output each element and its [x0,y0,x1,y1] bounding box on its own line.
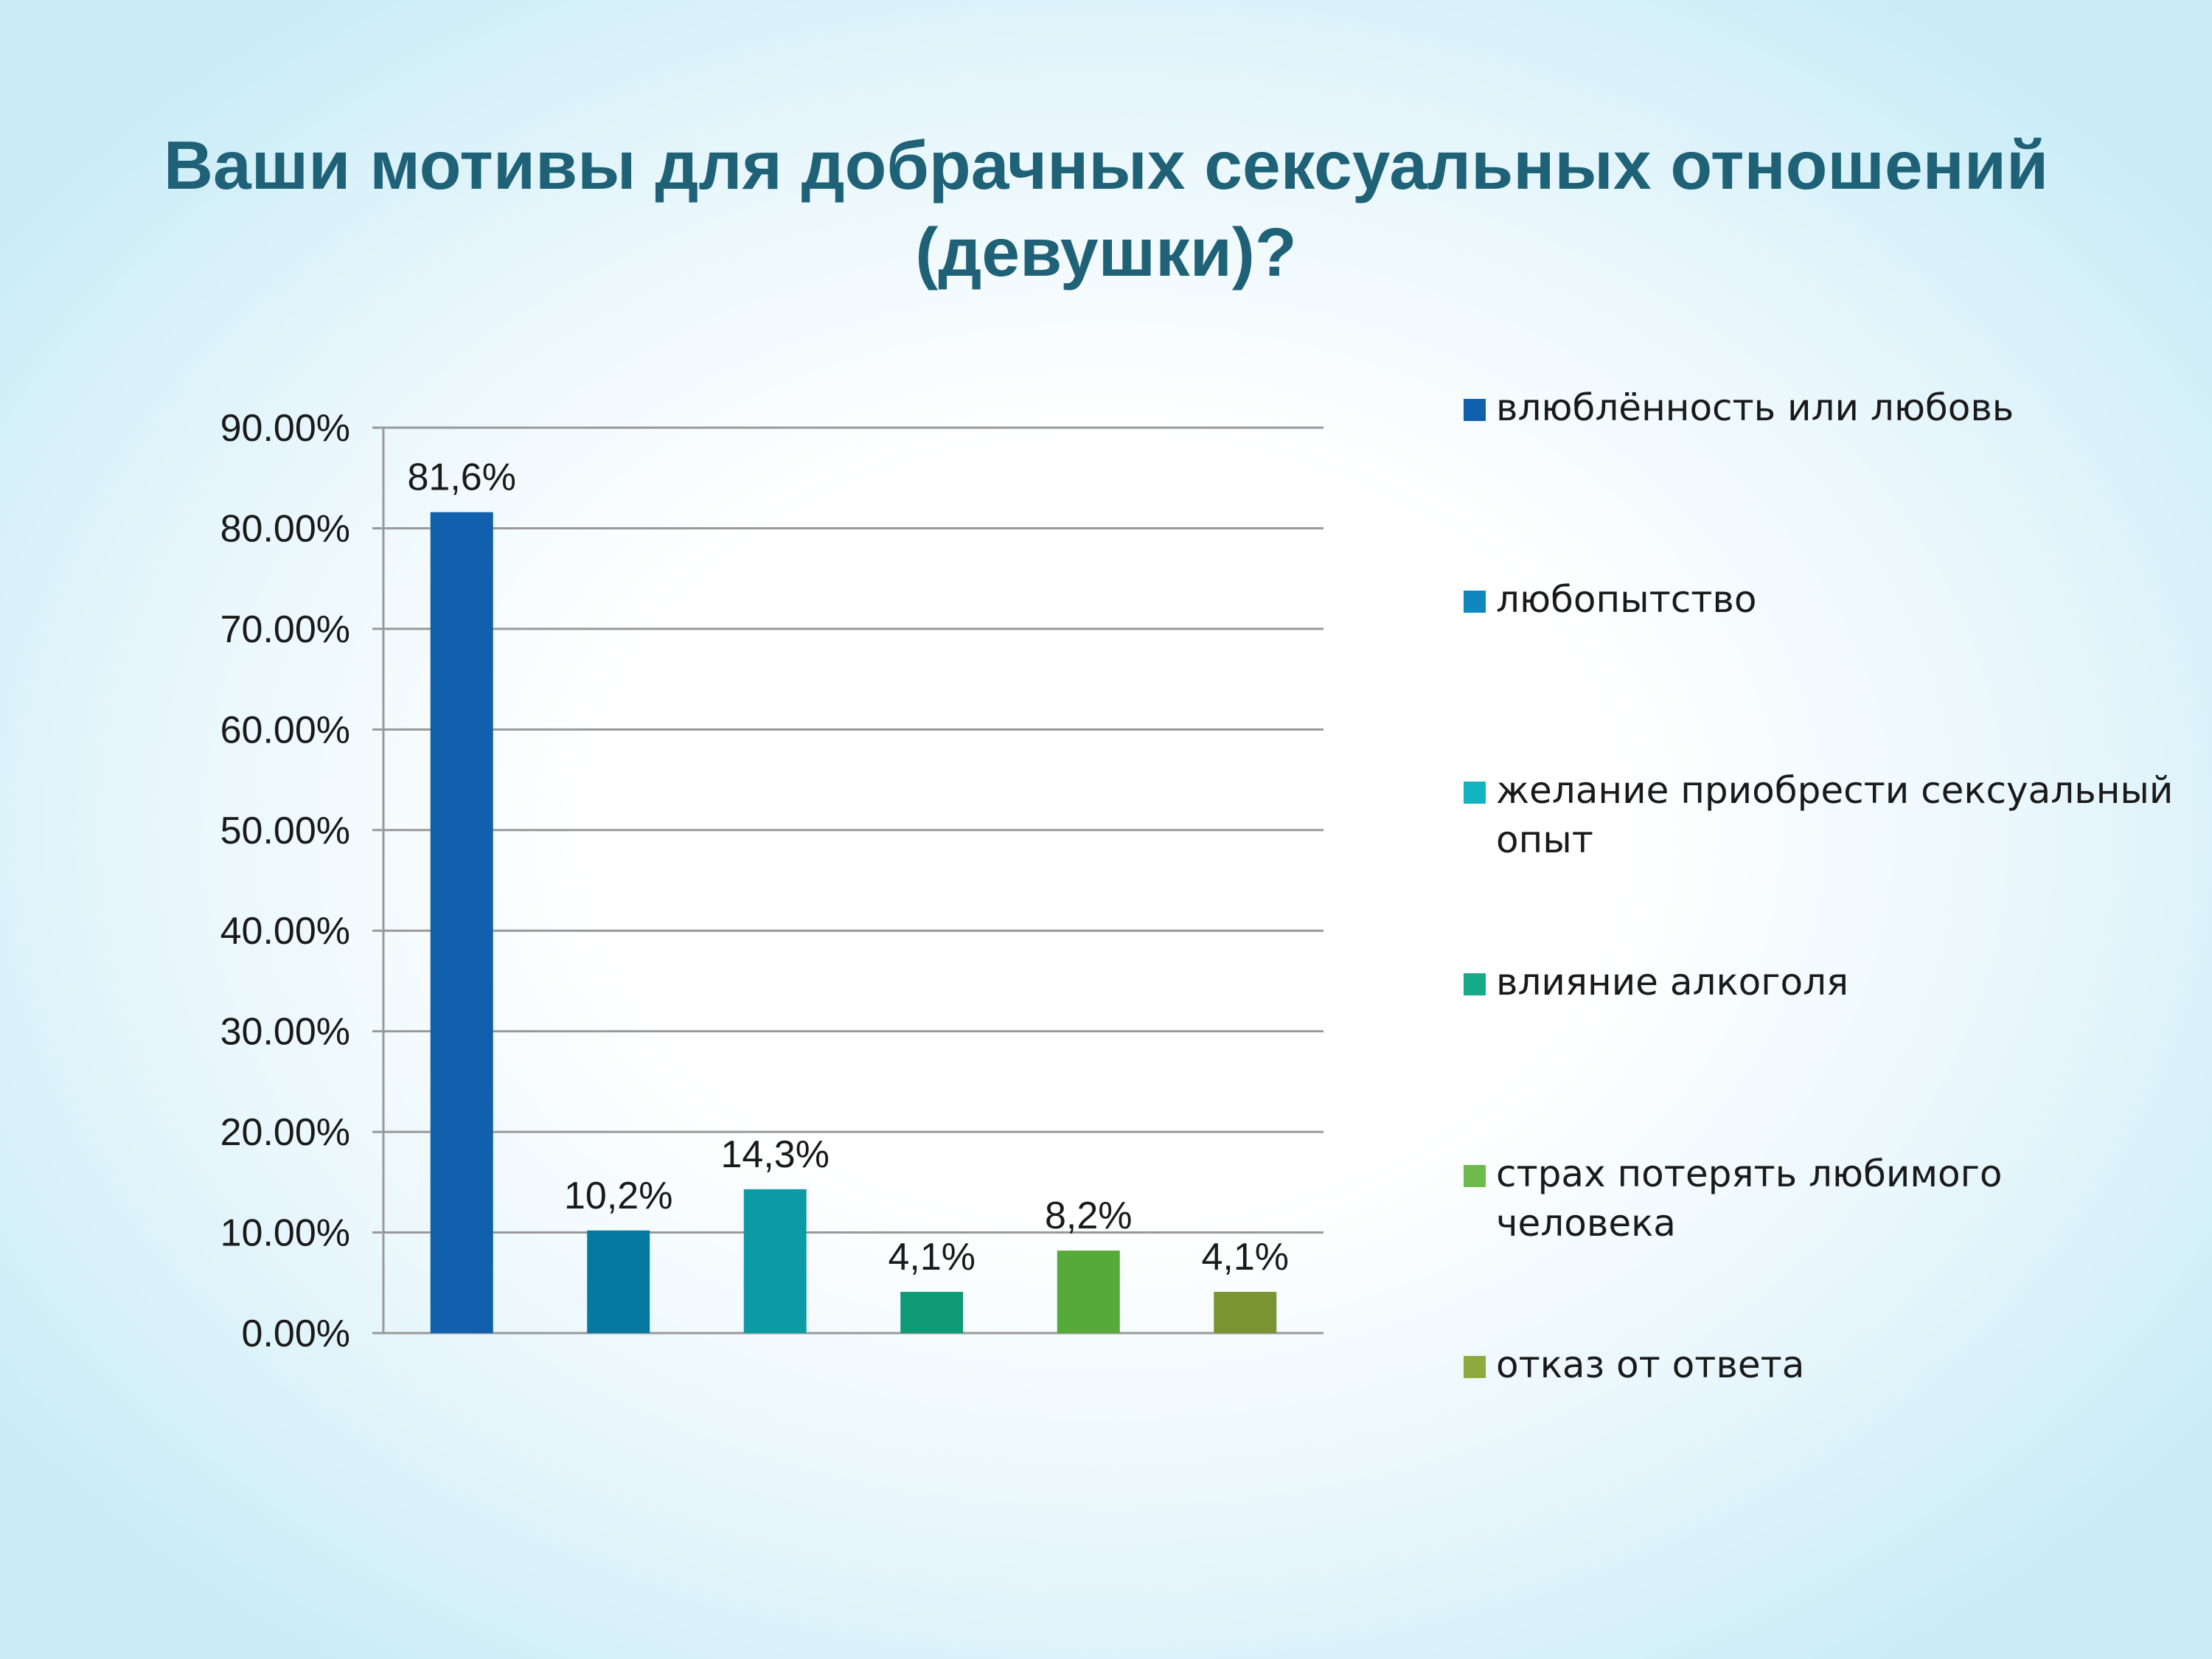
legend-swatch [1464,1356,1486,1378]
y-tick-label: 20.00% [220,1111,350,1154]
legend-label: страх потерять любимого человека [1496,1152,2003,1245]
y-tick-label: 80.00% [220,507,350,550]
legend-item: влюблённость или любовь [1464,383,2186,433]
data-label: 81,6% [408,456,516,499]
legend-label: влюблённость или любовь [1496,386,2014,429]
bar [1057,1251,1120,1333]
bar [743,1189,807,1333]
legend-item: желание приобрести сексуальный опыт [1464,766,2186,865]
bar [587,1230,650,1333]
slide-title: Ваши мотивы для добрачных сексуальных от… [0,122,2212,296]
y-tick-label: 70.00% [220,608,350,651]
bar [430,512,493,1334]
legend-swatch [1464,399,1486,421]
slide-title-line-1: Ваши мотивы для добрачных сексуальных от… [163,127,2049,204]
y-tick-label: 0.00% [242,1312,350,1355]
data-label: 4,1% [888,1236,975,1279]
legend-item: влияние алкоголя [1464,958,2186,1007]
legend-item: любопытство [1464,575,2186,625]
legend-item: страх потерять любимого человека [1464,1150,2186,1248]
y-tick-label: 50.00% [220,810,350,852]
legend-label: влияние алкоголя [1496,961,1849,1004]
legend-swatch [1464,782,1486,804]
y-tick-label: 40.00% [220,910,350,953]
data-label: 8,2% [1045,1194,1133,1237]
data-label: 10,2% [564,1175,672,1217]
y-tick-label: 90.00% [220,407,350,450]
y-tick-label: 30.00% [220,1011,350,1054]
legend-label: отказ от ответа [1496,1343,1805,1386]
y-tick-label: 60.00% [220,709,350,751]
legend-label: желание приобрести сексуальный опыт [1496,769,2174,861]
legend-label: любопытство [1496,578,1757,621]
y-tick-label: 10.00% [220,1212,350,1255]
legend-swatch [1464,591,1486,613]
legend-swatch [1464,973,1486,995]
legend-swatch [1464,1165,1486,1187]
slide-title-line-2: (девушки)? [915,214,1297,291]
bar [900,1292,964,1333]
bar [1214,1292,1277,1333]
data-label: 4,1% [1201,1236,1289,1279]
data-label: 14,3% [721,1133,830,1176]
legend-item: отказ от ответа [1464,1340,2186,1390]
